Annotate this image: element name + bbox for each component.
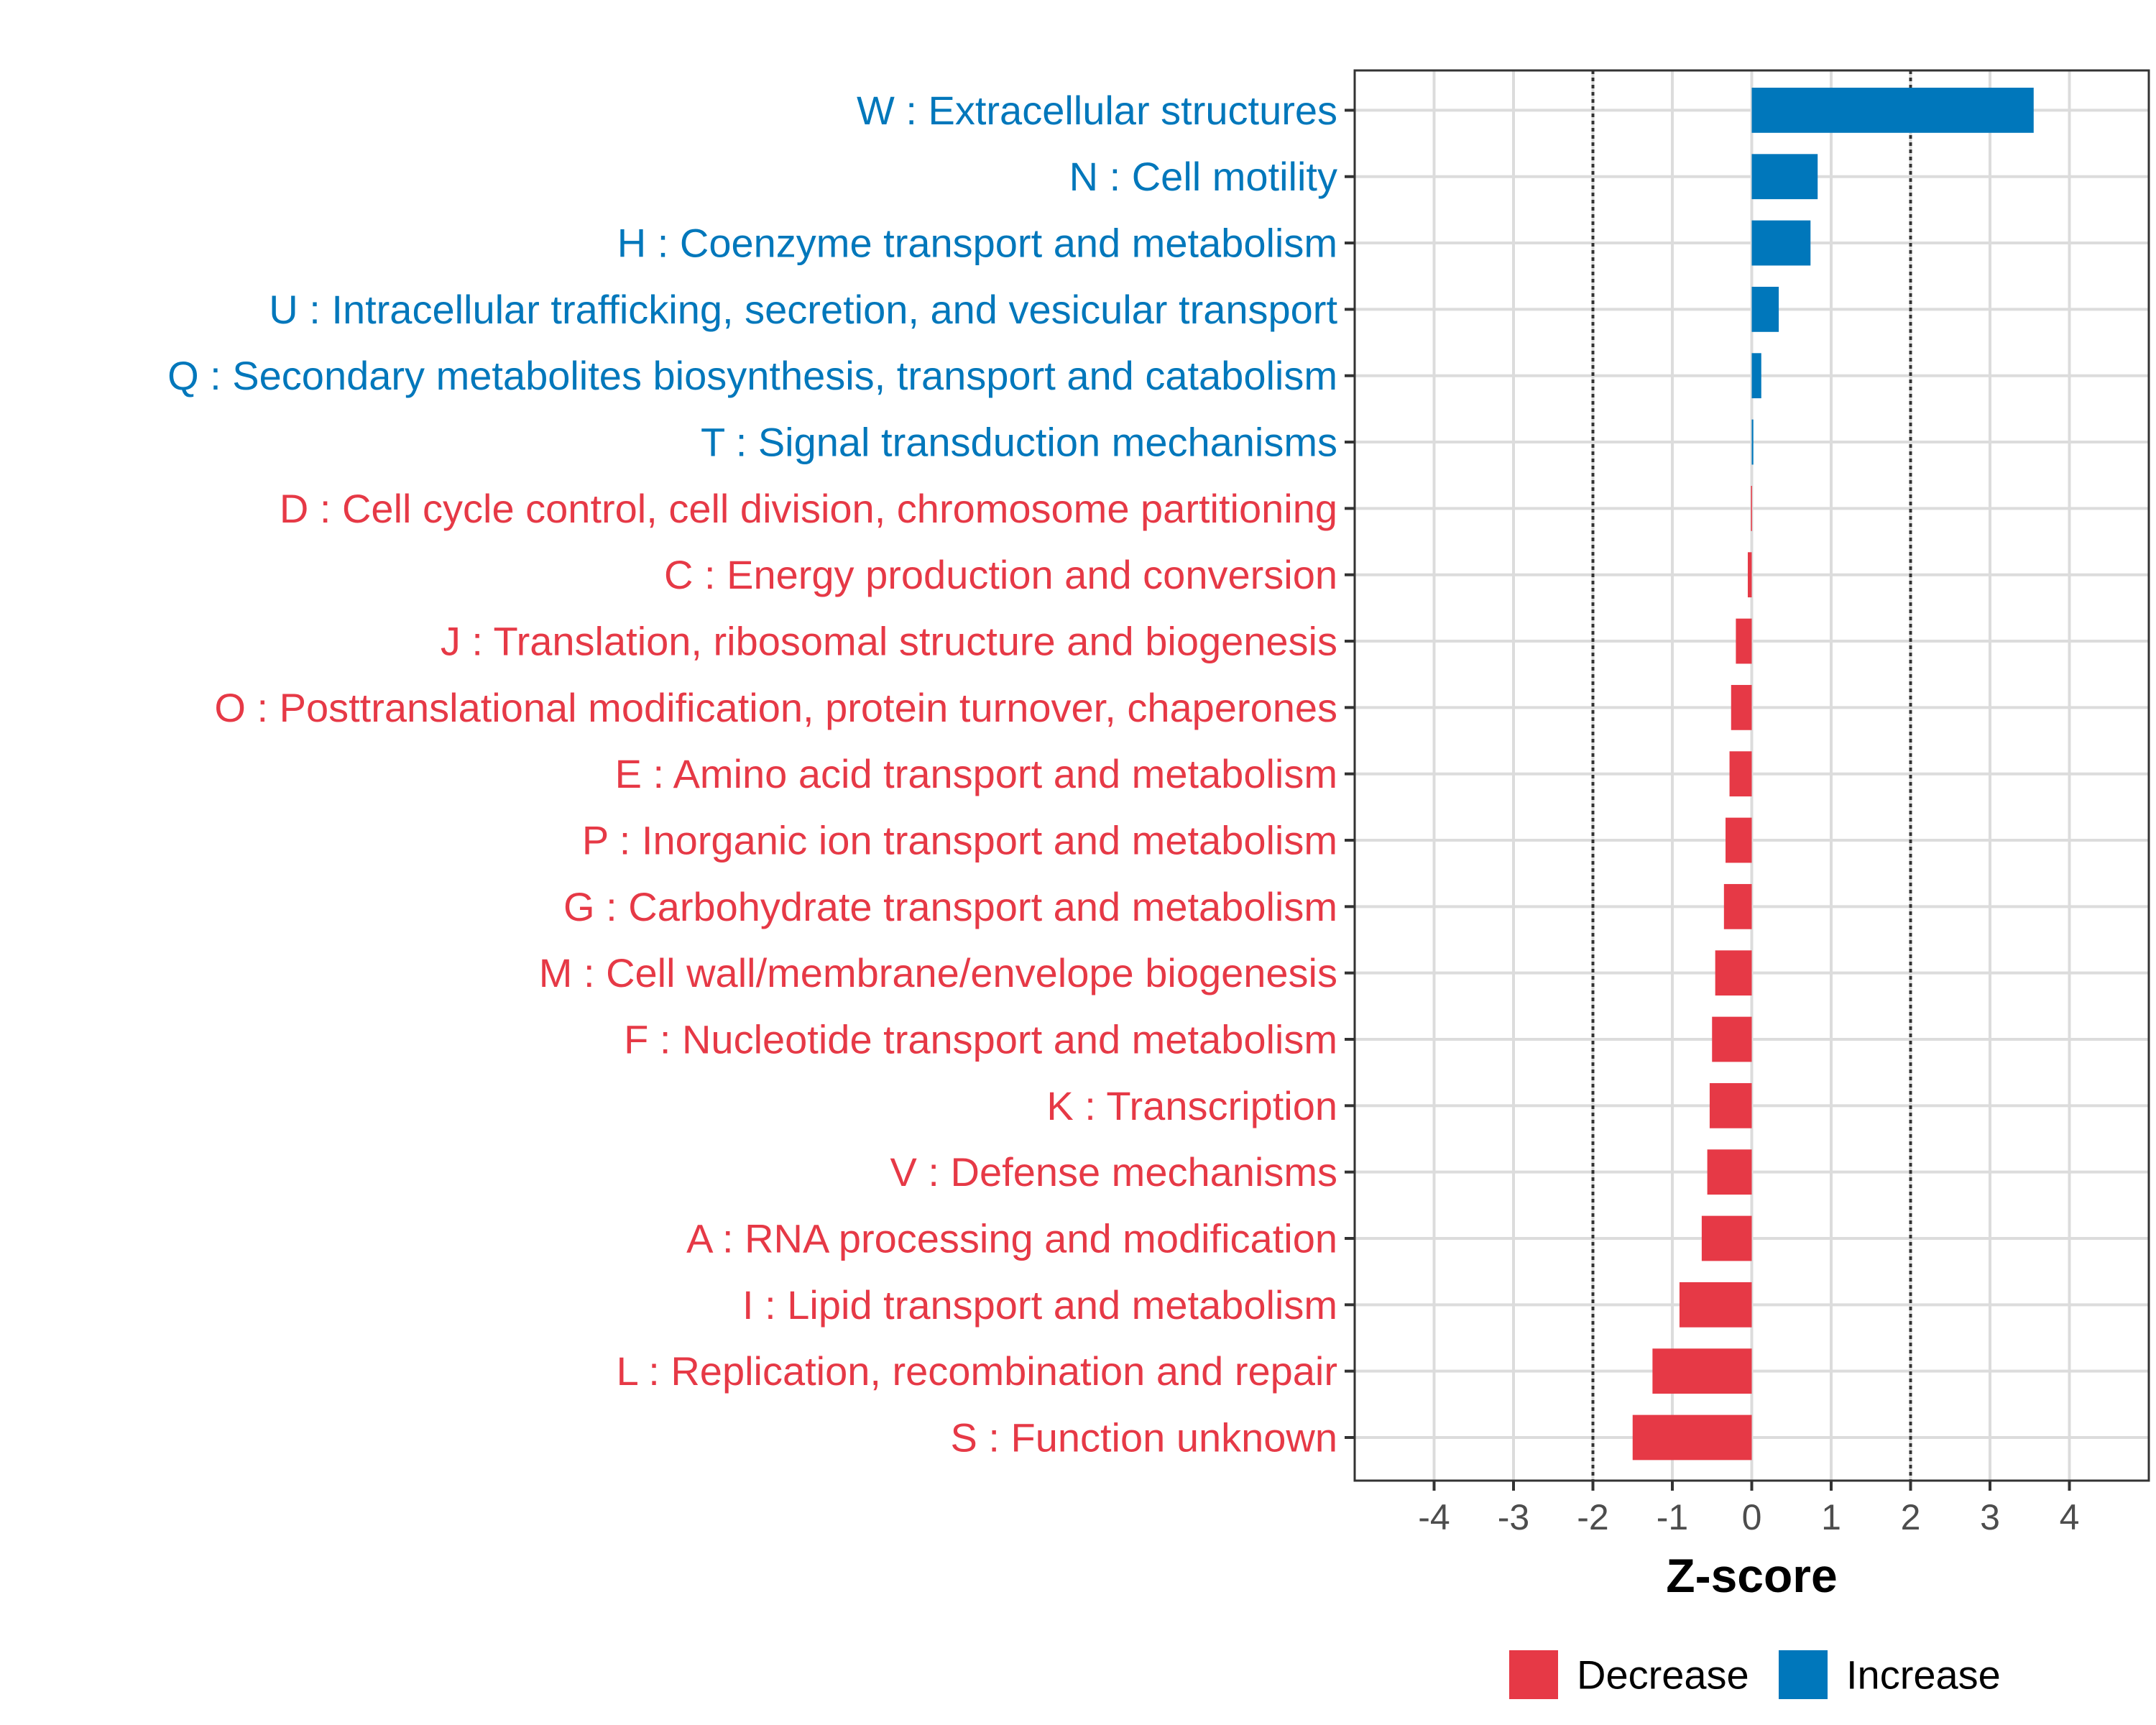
category-label: M : Cell wall/membrane/envelope biogenes…: [539, 950, 1337, 995]
bar: [1747, 552, 1752, 598]
legend-label: Increase: [1846, 1652, 2001, 1698]
bar: [1751, 419, 1754, 465]
category-label: W : Extracellular structures: [857, 88, 1337, 133]
legend-swatch: [1779, 1650, 1828, 1699]
category-label: D : Cell cycle control, cell division, c…: [280, 486, 1337, 531]
category-label: P : Inorganic ion transport and metaboli…: [582, 818, 1337, 863]
category-label: F : Nucleotide transport and metabolism: [624, 1017, 1337, 1062]
x-tick-label: 3: [1980, 1497, 2000, 1537]
category-label: A : RNA processing and modification: [686, 1215, 1337, 1261]
x-tick-label: 4: [2060, 1497, 2080, 1537]
y-axis-ticks: [1345, 109, 1355, 1439]
bar: [1709, 1082, 1752, 1128]
bar: [1751, 220, 1811, 266]
x-axis-title: Z-score: [1666, 1549, 1837, 1602]
x-tick-label: -2: [1577, 1497, 1608, 1537]
legend: Decrease Increase: [1509, 1650, 2001, 1699]
bars: [1632, 88, 2034, 1460]
category-labels: W : Extracellular structures N : Cell mot…: [167, 88, 1337, 1460]
x-tick-label: 2: [1901, 1497, 1921, 1537]
category-label: Q : Secondary metabolites biosynthesis, …: [167, 353, 1337, 398]
legend-label: Decrease: [1577, 1652, 1749, 1698]
x-tick-label: -4: [1418, 1497, 1450, 1537]
category-label: L : Replication, recombination and repai…: [617, 1348, 1337, 1394]
bar: [1715, 950, 1752, 996]
bar: [1751, 485, 1752, 531]
category-label: C : Energy production and conversion: [664, 552, 1337, 597]
x-tick-label: 1: [1821, 1497, 1841, 1537]
category-label: V : Defense mechanisms: [890, 1149, 1337, 1195]
category-label: U : Intracellular trafficking, secretion…: [269, 287, 1337, 332]
bar: [1731, 684, 1752, 730]
category-label: S : Function unknown: [950, 1414, 1337, 1460]
bar: [1726, 817, 1752, 863]
bar: [1751, 88, 2034, 133]
category-label: E : Amino acid transport and metabolism: [615, 751, 1337, 796]
bar: [1707, 1149, 1752, 1195]
bar: [1751, 353, 1761, 399]
x-tick-label: -3: [1498, 1497, 1529, 1537]
bar: [1632, 1414, 1752, 1460]
bar: [1751, 154, 1818, 200]
category-label: K : Transcription: [1046, 1083, 1337, 1128]
category-label: I : Lipid transport and metabolism: [742, 1282, 1337, 1328]
bar: [1701, 1215, 1752, 1261]
bar: [1751, 286, 1779, 332]
category-label: H : Coenzyme transport and metabolism: [617, 221, 1337, 266]
legend-swatch: [1509, 1650, 1558, 1699]
x-tick-label: -1: [1657, 1497, 1688, 1537]
reference-lines: [1591, 70, 1912, 1481]
category-label: T : Signal transduction mechanisms: [701, 420, 1337, 465]
bar: [1729, 751, 1752, 797]
category-label: J : Translation, ribosomal structure and…: [441, 619, 1337, 664]
bar: [1679, 1282, 1752, 1328]
x-tick-label: 0: [1742, 1497, 1762, 1537]
bar: [1712, 1016, 1752, 1062]
bar: [1652, 1348, 1752, 1394]
category-label: N : Cell motility: [1069, 154, 1337, 199]
bar: [1723, 883, 1752, 929]
category-label: O : Posttranslational modification, prot…: [214, 685, 1337, 730]
category-label: G : Carbohydrate transport and metabolis…: [563, 884, 1337, 929]
x-axis-ticks: -4 -3 -2 -1 0 1 2 3 4: [1418, 1481, 2079, 1537]
bar: [1736, 618, 1752, 664]
